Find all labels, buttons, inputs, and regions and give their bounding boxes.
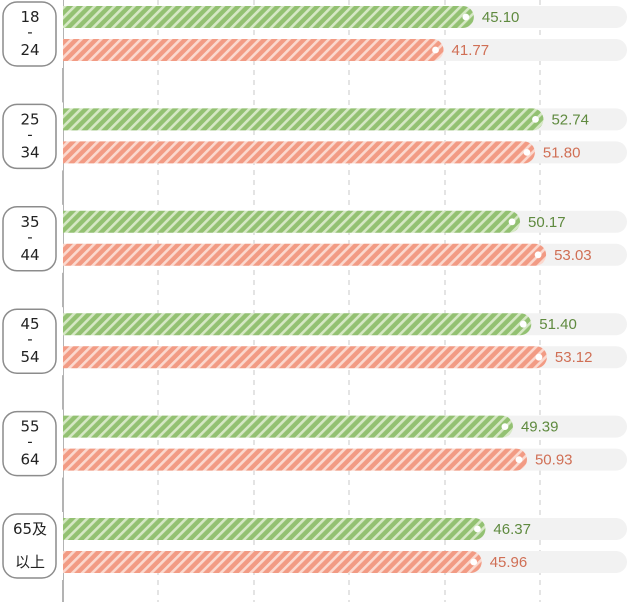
value-label: 53.03 [554, 247, 592, 264]
bar-end-dot [532, 116, 539, 123]
grid-lines [62, 0, 541, 602]
bar-end-dot [508, 218, 516, 226]
bar-end-dot [501, 423, 509, 430]
bar [51, 6, 474, 28]
bar-end-dot [535, 353, 543, 361]
bar-end-dot [515, 456, 523, 463]
category-label: 以上 [15, 553, 45, 571]
category-label-box [2, 410, 57, 477]
bar [51, 210, 521, 233]
bar-tracks [63, 6, 627, 573]
value-label: 49.39 [521, 419, 559, 436]
value-label: 50.93 [535, 452, 573, 469]
value-labels: 45.10 41.77 52.74 51.80 50.17 53.03 51.40 53.12… [452, 9, 593, 571]
category-label: 25 [20, 110, 39, 128]
value-label: 53.12 [555, 349, 593, 366]
category-label-box [2, 1, 57, 67]
category-label: - [27, 330, 32, 348]
category-label: 55 [20, 418, 39, 436]
value-label: 45.10 [482, 9, 520, 26]
category-label: 44 [20, 246, 39, 264]
bar-end-dot [474, 525, 481, 533]
bar-end-dot [519, 320, 527, 328]
bar-end-dot [470, 558, 478, 566]
bar [51, 141, 535, 164]
value-label: 46.37 [493, 521, 531, 538]
category-label-box [2, 308, 57, 374]
value-label: 51.40 [539, 316, 577, 333]
category-label-box [2, 103, 57, 170]
bar [51, 448, 527, 471]
category-label: - [27, 125, 32, 143]
value-label: 41.77 [452, 42, 490, 59]
bar-end-dot [523, 149, 531, 156]
category-label: 45 [20, 315, 39, 333]
category-label: 54 [20, 348, 39, 366]
category-label: - [27, 433, 32, 451]
bar [51, 243, 547, 266]
bar [51, 313, 532, 336]
bar-end-dot [432, 46, 439, 54]
bar [51, 551, 482, 573]
category-label: 65及 [13, 520, 47, 538]
bar [51, 108, 544, 131]
bars [51, 6, 547, 573]
value-label: 50.17 [528, 214, 566, 231]
bar-end-dot [534, 251, 542, 259]
bar [51, 415, 513, 438]
category-label: 24 [20, 41, 39, 59]
bar [51, 39, 444, 61]
category-label-box [2, 513, 57, 579]
category-label: - [27, 23, 32, 41]
value-label: 45.96 [490, 554, 528, 571]
category-label: 18 [20, 8, 39, 26]
bar-end-dot [462, 13, 470, 21]
category-label: - [27, 228, 32, 246]
bar [51, 518, 486, 540]
category-label-box [2, 206, 57, 272]
category-label: 64 [20, 451, 39, 469]
value-label: 52.74 [551, 111, 589, 128]
category-label: 35 [20, 213, 39, 231]
category-label: 34 [20, 143, 39, 161]
bar [51, 346, 547, 369]
value-label: 51.80 [543, 144, 581, 161]
